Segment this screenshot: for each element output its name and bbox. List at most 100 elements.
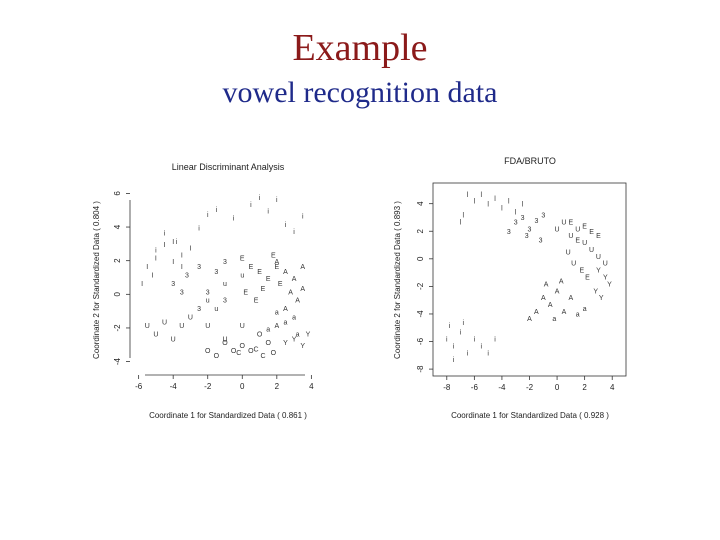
fda-point-a: A [562,309,567,316]
fda-y-tick-label: -4 [416,310,425,318]
fda-point-l: l [463,212,465,219]
fda-point-e: E [575,237,580,244]
lda-point-o: O [271,350,277,357]
lda-point-o: O [257,331,263,338]
lda-point-u: U [145,323,150,330]
lda-x-tick-label: -4 [170,382,178,391]
fda-point-u: U [575,226,580,233]
lda-ticks: -6 -4 -2 0 2 4 -4 -2 0 2 4 6 [113,191,314,391]
fda-point-i: i [446,337,448,344]
fda-point-a: A [527,316,532,323]
lda-point-i: I [172,239,174,246]
lda-point-a: A [274,259,279,266]
lda-point-i: i [155,247,157,254]
lda-point-i: I [172,259,174,266]
fda-point-u: U [589,247,594,254]
lda-point-i: i [293,229,295,236]
lda-point-i: i [302,214,304,221]
fda-point-y: Y [607,281,612,288]
lda-point-o: O [205,348,211,355]
lda-point-3: 3 [197,264,201,271]
lda-y-axis-label: Coordinate 2 for Standardized Data ( 0.8… [92,201,101,359]
lda-point-u: U [188,315,193,322]
lda-point-u: u [214,306,218,313]
lda-point-e: E [240,256,245,263]
lda-point-a: A [288,289,293,296]
lda-point-3: 3 [214,269,218,276]
fda-point-l: l [487,201,489,208]
lda-point-e: E [257,269,262,276]
fda-point-i: i [460,330,462,337]
lda-y-tick-label: 4 [113,224,122,229]
fda-point-u: U [568,233,573,240]
slide-subtitle: vowel recognition data [222,76,498,109]
fda-x-tick-label: -2 [526,383,534,392]
fda-y-tick-label: -6 [416,337,425,345]
lda-y-tick-label: 2 [113,258,122,263]
lda-point-a: A [283,306,288,313]
fda-point-i: i [463,320,465,327]
lda-point-y: Y [306,331,311,338]
fda-point-e: E [582,223,587,230]
lda-point-i: i [276,197,278,204]
fda-point-a: a [576,312,580,319]
lda-x-tick-label: -2 [204,382,212,391]
lda-point-i: I [151,273,153,280]
fda-ticks: -8 -6 -4 -2 0 2 4 -8 -6 -4 -2 0 2 4 [416,201,615,392]
lda-point-i: i [207,212,209,219]
fda-point-y: Y [603,275,608,282]
lda-point-i: i [267,209,269,216]
lda-point-a: A [283,269,288,276]
lda-point-e: E [243,289,248,296]
lda-y-tick-label: 0 [113,292,122,297]
fda-point-a: a [552,316,556,323]
fda-point-l: l [460,219,462,226]
lda-point-3: 3 [223,298,227,305]
lda-point-a: A [274,323,279,330]
slide-title: Example [292,27,428,69]
lda-point-e: E [274,264,279,271]
fda-point-a: A [534,309,539,316]
fda-y-axis-label: Coordinate 2 for Standardized Data ( 0.8… [393,201,402,359]
lda-x-tick-label: 2 [275,382,280,391]
lda-x-tick-label: -6 [135,382,143,391]
lda-point-c: C [260,353,265,360]
lda-point-a: A [300,264,305,271]
lda-point-u: U [153,331,158,338]
lda-y-tick-label: -4 [113,357,122,365]
fda-point-u: U [566,250,571,257]
fda-point-a: a [583,306,587,313]
lda-point-c: C [236,350,241,357]
fda-point-l: l [480,192,482,199]
fda-point-i: i [480,343,482,350]
fda-point-i: i [453,357,455,364]
fda-x-tick-label: 2 [582,383,587,392]
lda-point-e: E [261,286,266,293]
lda-point-a: A [295,298,300,305]
lda-point-i: I [141,281,143,288]
fda-x-axis-label: Coordinate 1 for Standardized Data ( 0.9… [451,411,609,420]
lda-point-o: O [231,348,237,355]
fda-point-u: U [596,254,601,261]
fda-point-l: l [501,206,503,213]
fda-point-e: E [585,275,590,282]
fda-point-a: A [559,279,564,286]
fda-x-tick-label: 4 [610,383,615,392]
fda-x-tick-label: -6 [471,383,479,392]
fda-point-3: 3 [539,237,543,244]
lda-point-e: E [278,281,283,288]
fda-point-3: 3 [521,215,525,222]
lda-point-e: E [266,276,271,283]
fda-point-l: l [467,192,469,199]
lda-chart-title: Linear Discriminant Analysis [172,162,285,172]
fda-point-e: E [580,268,585,275]
lda-point-a: a [292,315,296,322]
lda-point-i: i [259,195,261,202]
lda-point-y: Y [283,340,288,347]
fda-point-3: 3 [534,218,538,225]
lda-point-i: I [146,264,148,271]
lda-point-a: a [266,326,270,333]
fda-x-tick-label: -4 [498,383,506,392]
fda-point-l: l [522,201,524,208]
lda-point-e: E [271,252,276,259]
